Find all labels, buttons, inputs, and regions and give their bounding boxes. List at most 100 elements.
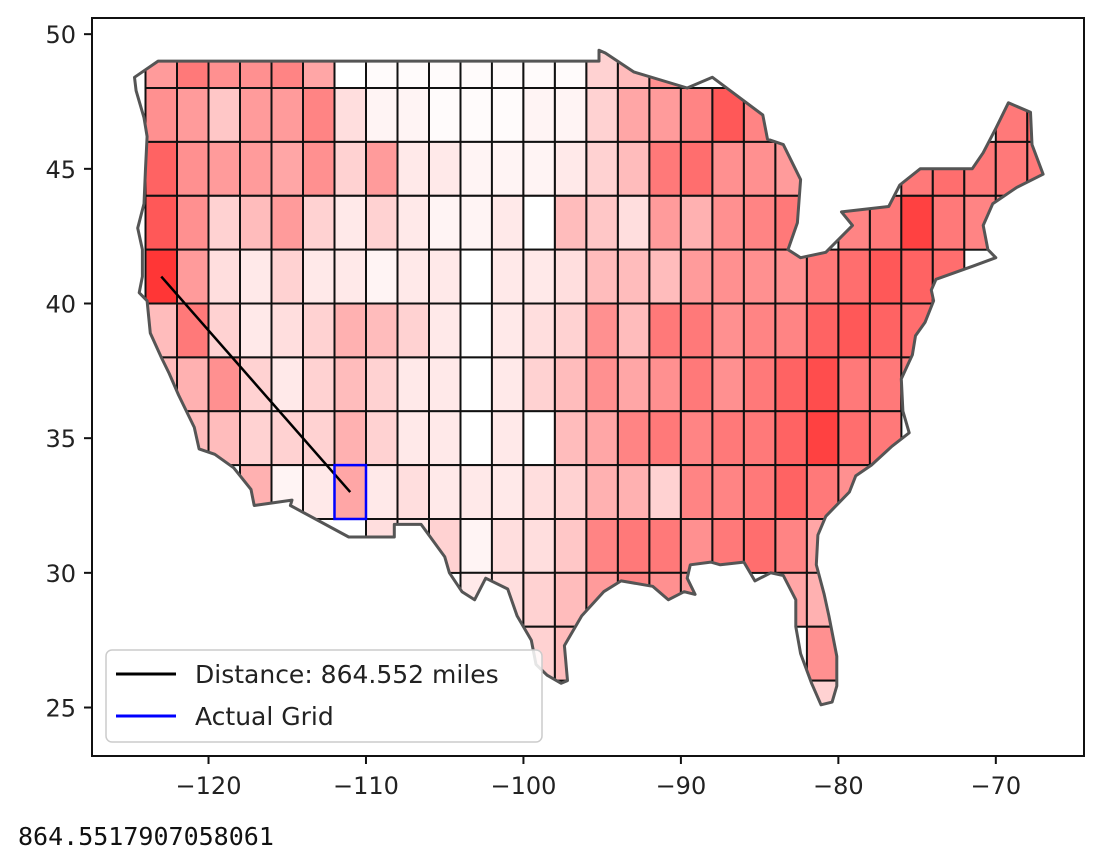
grid-cell — [302, 194, 336, 251]
grid-cell — [679, 194, 714, 251]
grid-cell — [490, 302, 525, 359]
x-tick-label: −100 — [490, 772, 556, 800]
grid-cell — [679, 140, 714, 197]
grid-cell — [490, 140, 525, 197]
grid-cell — [333, 87, 367, 143]
grid-cell — [365, 302, 399, 359]
x-tick-label: −70 — [970, 772, 1021, 800]
grid-cell — [711, 248, 745, 305]
axes: −120 −110 −100 −90 −80 −70 25 30 35 40 45 50 — [45, 21, 1021, 800]
grid-cell — [144, 140, 178, 197]
grid-cell — [742, 518, 777, 574]
grid-cell — [553, 410, 588, 467]
grid-cell — [679, 87, 714, 143]
grid-cell — [522, 140, 556, 197]
grid-cell — [428, 464, 462, 521]
grid-cell — [490, 194, 525, 251]
grid-cell — [365, 410, 399, 467]
grid-cell — [585, 356, 619, 413]
grid-cell — [270, 87, 304, 143]
grid-cell — [459, 302, 493, 359]
grid-cell — [207, 140, 241, 197]
grid-cell — [270, 356, 304, 413]
grid-cell — [522, 464, 556, 521]
grid-cell — [648, 248, 682, 305]
grid-cell — [616, 518, 651, 574]
grid-cell — [553, 87, 588, 143]
grid-cell — [585, 87, 619, 143]
grid-cell — [365, 464, 399, 521]
grid-cell — [490, 87, 525, 143]
grid-cell — [553, 194, 588, 251]
grid-cell — [742, 356, 777, 413]
grid-cell — [459, 356, 493, 413]
x-tick-label: −80 — [813, 772, 864, 800]
grid-cell — [396, 87, 430, 143]
grid-cell — [616, 248, 651, 305]
grid-cell — [459, 464, 493, 521]
grid-cell — [333, 248, 367, 305]
grid-cell — [302, 356, 336, 413]
grid-cell — [459, 518, 493, 574]
grid-cell — [239, 140, 273, 197]
grid-cell — [648, 464, 682, 521]
grid-cell — [868, 302, 903, 359]
grid-cell — [616, 140, 651, 197]
grid-cell — [585, 302, 619, 359]
grid-cell — [522, 194, 556, 251]
grid-cell — [333, 410, 367, 467]
grid-cell — [711, 410, 745, 467]
grid-cell — [396, 302, 430, 359]
grid-cell — [585, 410, 619, 467]
grid-cell — [553, 464, 588, 521]
grid-cell — [207, 87, 241, 143]
grid-cell — [774, 518, 808, 574]
grid-cell — [553, 248, 588, 305]
grid-cell — [490, 356, 525, 413]
grid-cell — [302, 87, 336, 143]
grid-cell — [648, 518, 682, 574]
grid-cell — [522, 356, 556, 413]
grid-cell — [207, 356, 241, 413]
grid-cell — [553, 302, 588, 359]
grid-cell — [553, 140, 588, 197]
grid-cell — [522, 87, 556, 143]
grid-cell — [396, 356, 430, 413]
y-tick-label: 40 — [45, 291, 76, 319]
grid-cell — [585, 140, 619, 197]
grid-cell — [333, 194, 367, 251]
grid-cell — [616, 356, 651, 413]
grid-cell — [365, 87, 399, 143]
grid-cell — [522, 248, 556, 305]
grid-cell — [837, 248, 871, 305]
grid-cell — [616, 302, 651, 359]
grid-cell — [144, 248, 178, 305]
grid-cell — [805, 248, 840, 305]
grid-cell — [616, 194, 651, 251]
grid-cell — [711, 464, 745, 521]
grid-cell — [239, 87, 273, 143]
grid-cell — [365, 248, 399, 305]
grid-cell — [648, 410, 682, 467]
legend: Distance: 864.552 miles Actual Grid — [105, 649, 543, 743]
grid-cell — [585, 464, 619, 521]
grid-cell — [648, 356, 682, 413]
y-tick-label: 25 — [45, 695, 76, 723]
grid-cell — [239, 194, 273, 251]
grid-cell — [900, 194, 934, 251]
grid-cell — [774, 356, 808, 413]
grid-cell — [837, 410, 871, 467]
grid-cell — [239, 302, 273, 359]
grid-cell — [396, 140, 430, 197]
grid-cell — [837, 356, 871, 413]
grid-cell — [333, 356, 367, 413]
y-tick-label: 45 — [45, 156, 76, 184]
grid-cell — [459, 410, 493, 467]
grid-cell — [679, 302, 714, 359]
distance-line — [160, 275, 352, 493]
grid-cell — [428, 194, 462, 251]
grid-cell — [459, 140, 493, 197]
grid-cell — [176, 248, 210, 305]
grid-cell — [742, 140, 777, 197]
